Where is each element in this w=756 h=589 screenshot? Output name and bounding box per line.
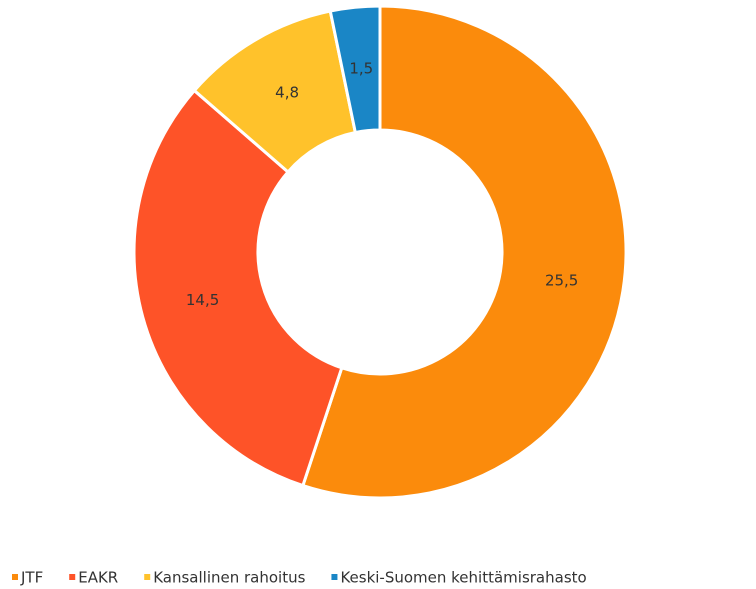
legend-label: EAKR — [78, 569, 118, 587]
legend-label: Keski-Suomen kehittämisrahasto — [340, 569, 586, 587]
data-label: 4,8 — [275, 84, 299, 102]
donut-slice — [328, 4, 382, 135]
data-label: 25,5 — [545, 272, 578, 290]
legend-swatch — [331, 574, 338, 580]
legend-label: JTF — [20, 569, 43, 587]
donut-slice — [300, 4, 628, 500]
data-label: 14,5 — [186, 291, 219, 309]
data-label: 1,5 — [349, 59, 373, 77]
legend-swatch — [144, 574, 151, 580]
legend-swatch — [69, 574, 76, 580]
donut-slice — [132, 88, 344, 488]
legend-label: Kansallinen rahoitus — [153, 569, 305, 587]
legend-swatch — [12, 574, 18, 580]
